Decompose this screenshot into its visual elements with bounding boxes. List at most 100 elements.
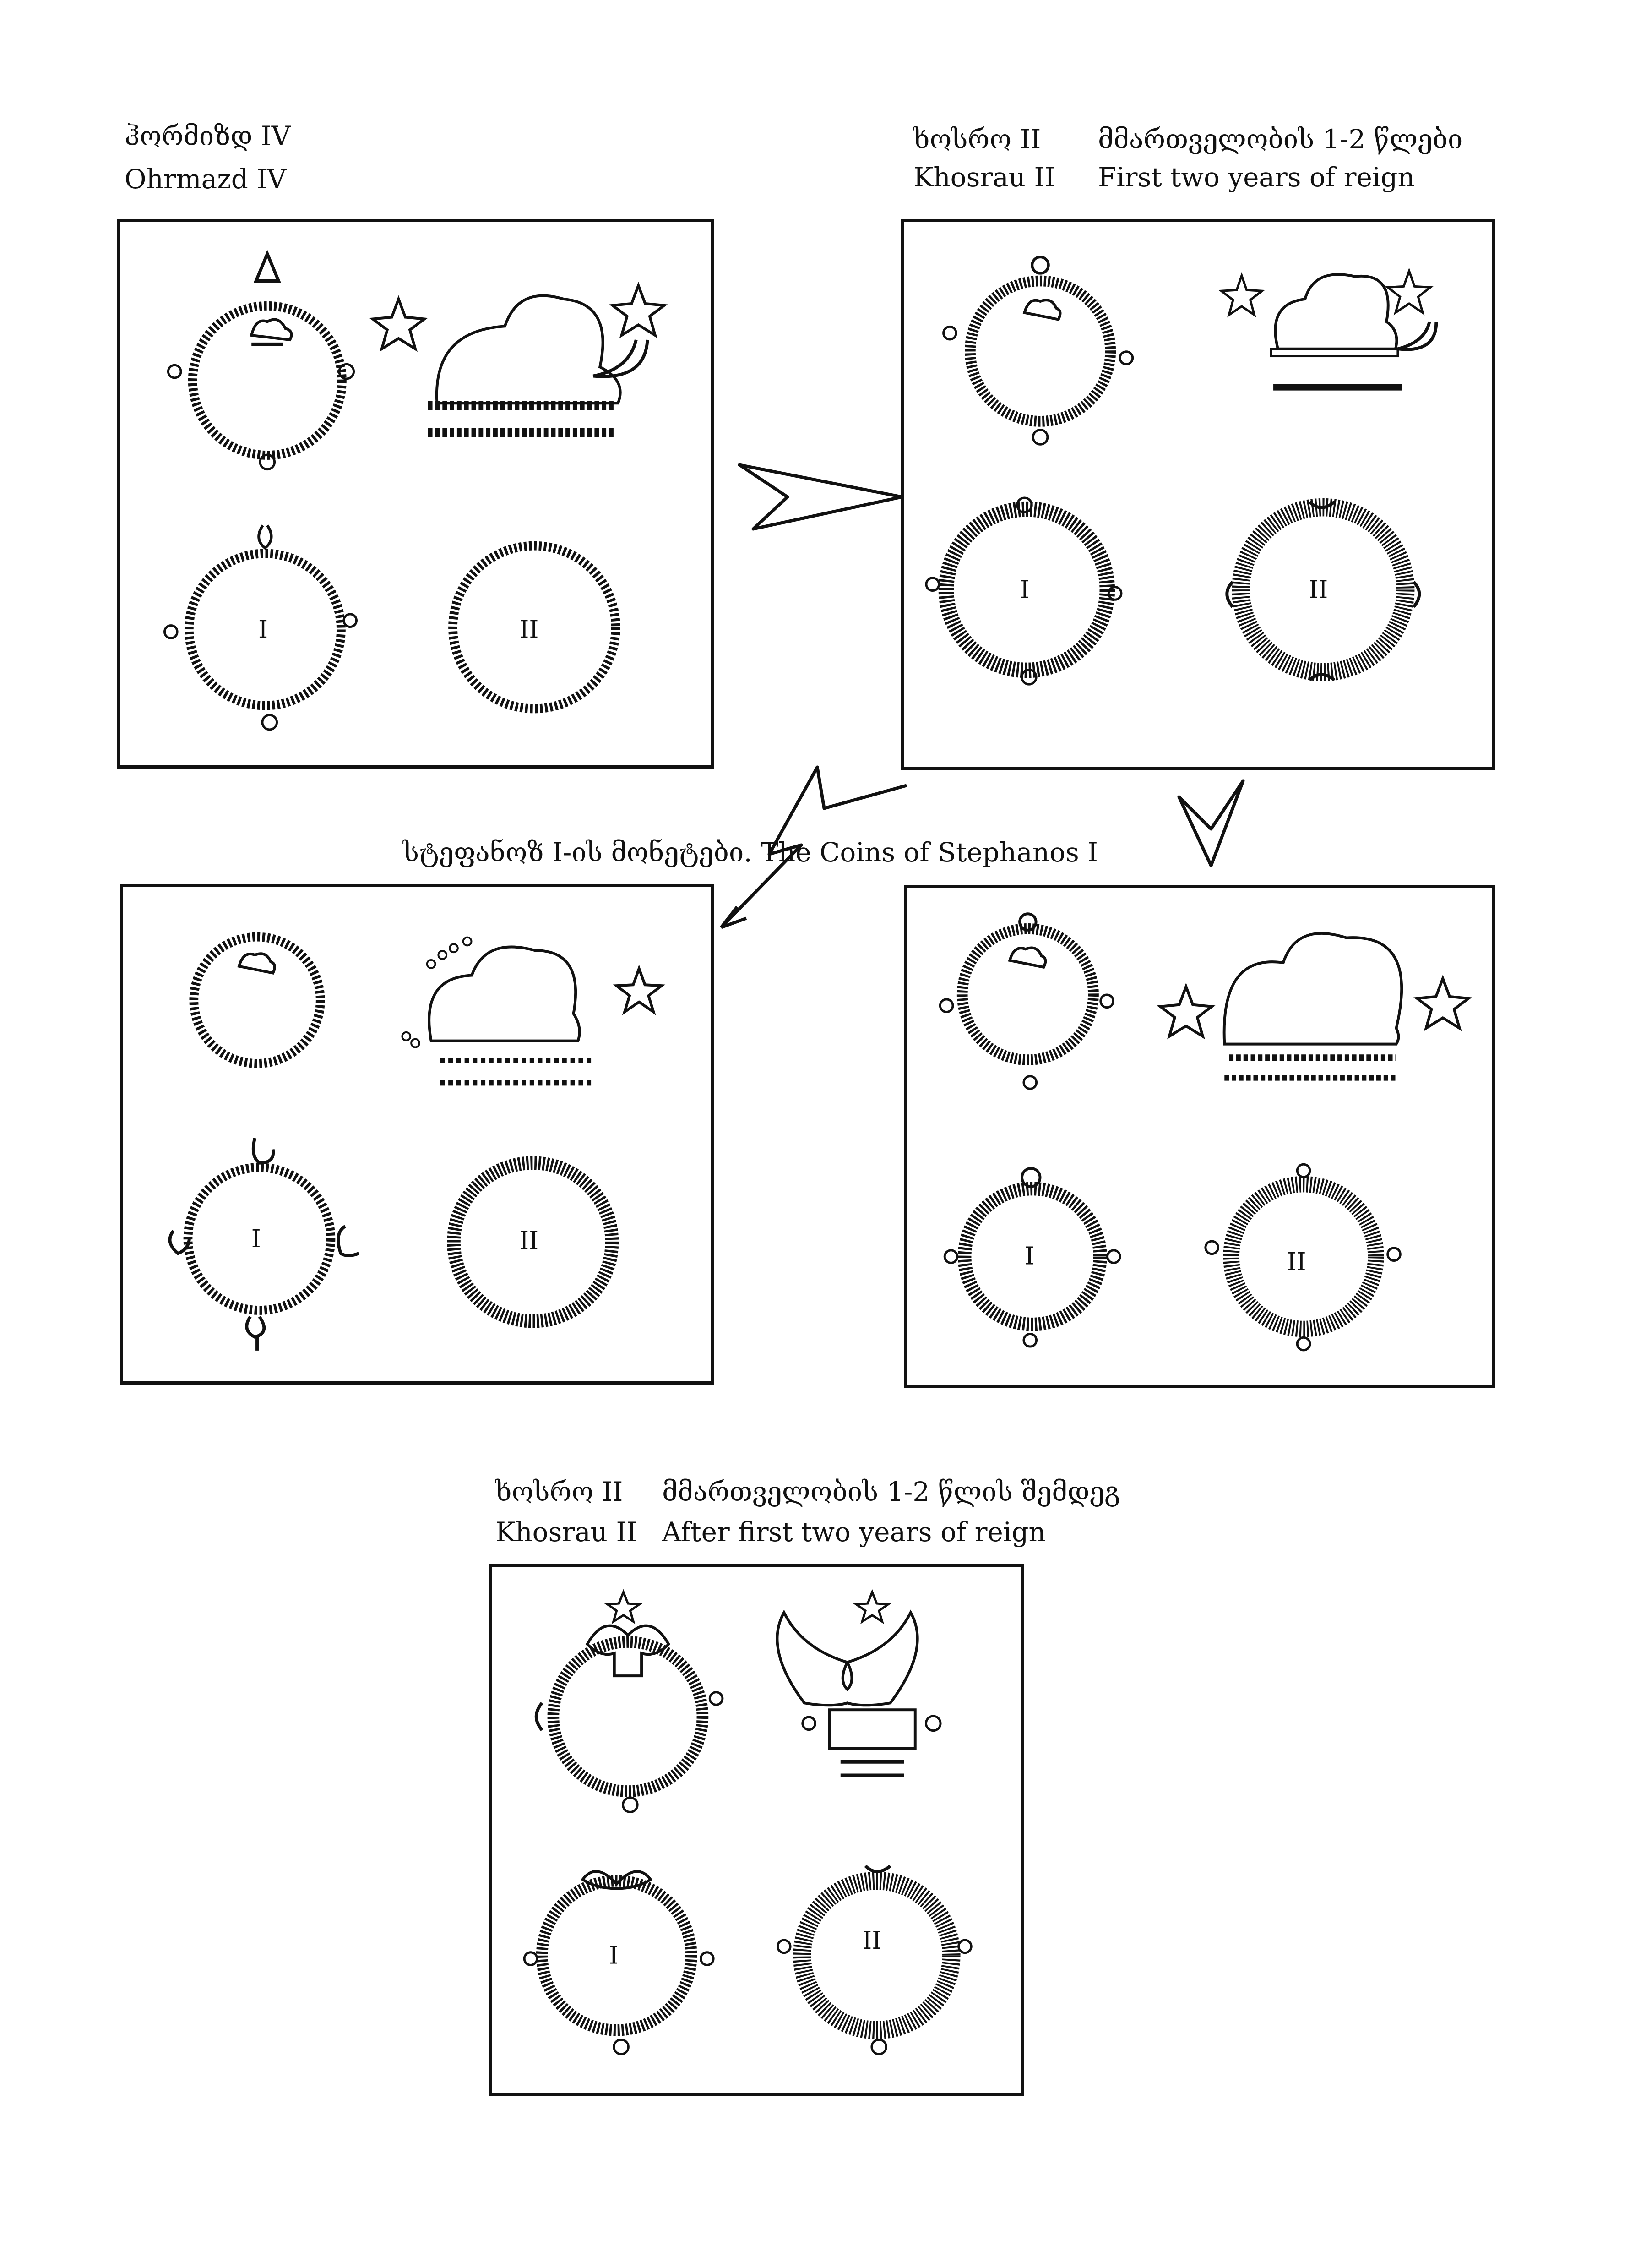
khosrau-middle-crown-large: [1222, 932, 1403, 1046]
ohrmazd-ring-one-label: I: [258, 615, 268, 643]
ohrmazd-ring-one-ornament: [257, 524, 273, 550]
ohrmazd-crown-small: [250, 318, 293, 342]
panel-khosrau-early: I II: [901, 219, 1495, 770]
khosrau-middle-ring-two-label: II: [1287, 1248, 1306, 1276]
ohrmazd-label-english: Ohrmazd IV: [125, 164, 287, 195]
khosrau-late-ring-one-star-bottom: [613, 2038, 630, 2055]
khosrau-early-name-georgian: ხოსრო II: [913, 124, 1041, 155]
khosrau-late-desc-english: After first two years of reign: [662, 1516, 1046, 1548]
khosrau-middle-ring-one-star-left: [943, 1249, 959, 1264]
stephanos-dot-3: [449, 943, 459, 954]
khosrau-late-ring-two-star-right: [957, 1939, 973, 1954]
ohrmazd-ring-two: [448, 541, 620, 714]
khosrau-early-ring-two-crescent-top: [1308, 501, 1336, 509]
khosrau-late-name-georgian: ხოსრო II: [495, 1476, 623, 1507]
khosrau-early-ring-one-label: I: [1020, 575, 1030, 604]
khosrau-middle-crown-small: [1008, 946, 1047, 969]
khosrau-late-star-top: [604, 1589, 643, 1625]
stephanos-dot-5: [401, 1031, 412, 1041]
panel-ohrmazd-iv: I II: [117, 219, 714, 769]
khosrau-middle-star-bottom: [1022, 1075, 1038, 1090]
stephanos-ring-one-symbol-top: [251, 1138, 275, 1165]
khosrau-middle-ring-two-star-left: [1204, 1240, 1219, 1255]
khosrau-late-ring-one: [536, 1875, 697, 2036]
khosrau-middle-ring-top-ornament: [1018, 912, 1038, 932]
stephanos-ring-one-symbol-left: [168, 1230, 191, 1255]
khosrau-middle-star-left: [939, 998, 954, 1013]
khosrau-middle-ring-one: [957, 1182, 1107, 1331]
stephanos-dot-4: [462, 936, 473, 947]
khosrau-late-ring-two: [793, 1871, 961, 2039]
khosrau-middle-star-large-right: [1413, 975, 1472, 1031]
khosrau-middle-ring-two-star-bottom: [1296, 1336, 1311, 1352]
stephanos-dot-6: [410, 1038, 420, 1048]
stephanos-ring-one-symbol-right: [337, 1225, 359, 1258]
khosrau-early-star-right: [1119, 350, 1134, 365]
arrow-to-khosrau-middle: [1177, 779, 1245, 867]
khosrau-early-drawing: I II: [925, 256, 1438, 686]
khosrau-early-star-bottom: [1032, 429, 1049, 446]
arrow-to-khosrau-early: [738, 463, 904, 531]
khosrau-middle-ring-one-star-bottom: [1022, 1332, 1038, 1348]
stephanos-caption: სტეფანოზ I-ის მონეტები. The Coins of Ste…: [403, 837, 1098, 868]
khosrau-early-ring-top: [965, 275, 1116, 427]
khosrau-early-crown-large: [1274, 273, 1398, 350]
khosrau-early-desc-georgian: მმართველობის 1-2 წლები: [1098, 124, 1463, 155]
khosrau-late-ring-one-wings: [581, 1870, 653, 1890]
ohrmazd-ring-one: [184, 549, 346, 710]
ohrmazd-label-georgian: ჰორმიზდ IV: [125, 120, 291, 152]
khosrau-early-star-large-right: [1385, 267, 1434, 316]
khosrau-late-name-english: Khosrau II: [495, 1516, 637, 1548]
khosrau-late-star-crown-left: [801, 1716, 816, 1731]
stephanos-dot-2: [437, 950, 448, 960]
khosrau-early-ring-one-star-left: [925, 577, 940, 592]
ohrmazd-ring-one-star-left: [163, 624, 179, 639]
khosrau-middle-ring-one-ornament: [1021, 1167, 1042, 1188]
stephanos-dot-1: [426, 959, 436, 969]
ohrmazd-drawing: I II: [163, 250, 668, 731]
panel-stephanos-i: I II: [120, 884, 714, 1385]
khosrau-middle-star-large-left: [1157, 982, 1216, 1040]
ohrmazd-star-large-right: [609, 281, 668, 338]
ohrmazd-ring-one-star-bottom: [261, 714, 278, 731]
khosrau-early-ring-two-crescent-left: [1225, 581, 1234, 608]
khosrau-late-desc-georgian: მმართველობის 1-2 წლის შემდეგ: [662, 1476, 1120, 1507]
stephanos-drawing: I II: [168, 932, 666, 1351]
khosrau-late-ring-two-label: II: [862, 1926, 881, 1955]
stephanos-ring-one-symbol-bottom: [245, 1315, 266, 1351]
khosrau-early-star-large-left: [1218, 272, 1266, 318]
arrow-to-stephanos: [720, 765, 907, 929]
khosrau-early-ring-two-label: II: [1309, 575, 1328, 604]
khosrau-late-crescent-left: [535, 1702, 543, 1731]
ohrmazd-star-bottom: [259, 453, 276, 471]
khosrau-middle-ring-two-star-top: [1296, 1163, 1311, 1178]
ohrmazd-star-right: [338, 363, 355, 380]
panel-khosrau-middle: I II: [904, 885, 1495, 1388]
khosrau-early-ring-one-star-bottom: [1021, 669, 1038, 686]
khosrau-late-crown-small: [585, 1624, 671, 1678]
ohrmazd-crown-large: [435, 294, 622, 405]
khosrau-late-ring-two-crescent-top: [864, 1865, 891, 1873]
khosrau-late-crown-large: [776, 1609, 919, 1707]
khosrau-early-desc-english: First two years of reign: [1098, 162, 1415, 193]
ohrmazd-ring-top: [188, 301, 347, 460]
ohrmazd-top-ornament: [253, 250, 281, 283]
khosrau-early-ring-two-crescent-bottom: [1308, 673, 1336, 681]
ohrmazd-star-large-left: [369, 295, 428, 352]
khosrau-middle-ring-two: [1223, 1176, 1384, 1337]
panel-khosrau-late: I II: [489, 1564, 1024, 2096]
khosrau-late-ring-one-star-left: [523, 1951, 538, 1966]
khosrau-late-ring-top: [547, 1636, 709, 1797]
ohrmazd-ring-two-label: II: [519, 615, 538, 643]
khosrau-middle-ring-one-label: I: [1025, 1242, 1034, 1270]
khosrau-late-ring-two-star-left: [776, 1939, 792, 1954]
khosrau-middle-star-right: [1099, 993, 1114, 1009]
khosrau-middle-ring-two-star-right: [1386, 1247, 1402, 1262]
ohrmazd-ring-one-star-right: [342, 613, 358, 628]
khosrau-late-ring-one-label: I: [609, 1941, 619, 1969]
stephanos-crown-large: [428, 945, 581, 1042]
stephanos-ring-top: [189, 932, 325, 1068]
khosrau-middle-drawing: I II: [939, 912, 1472, 1352]
khosrau-middle-ring-top: [956, 923, 1099, 1066]
khosrau-late-ring-one-star-right: [700, 1951, 715, 1966]
